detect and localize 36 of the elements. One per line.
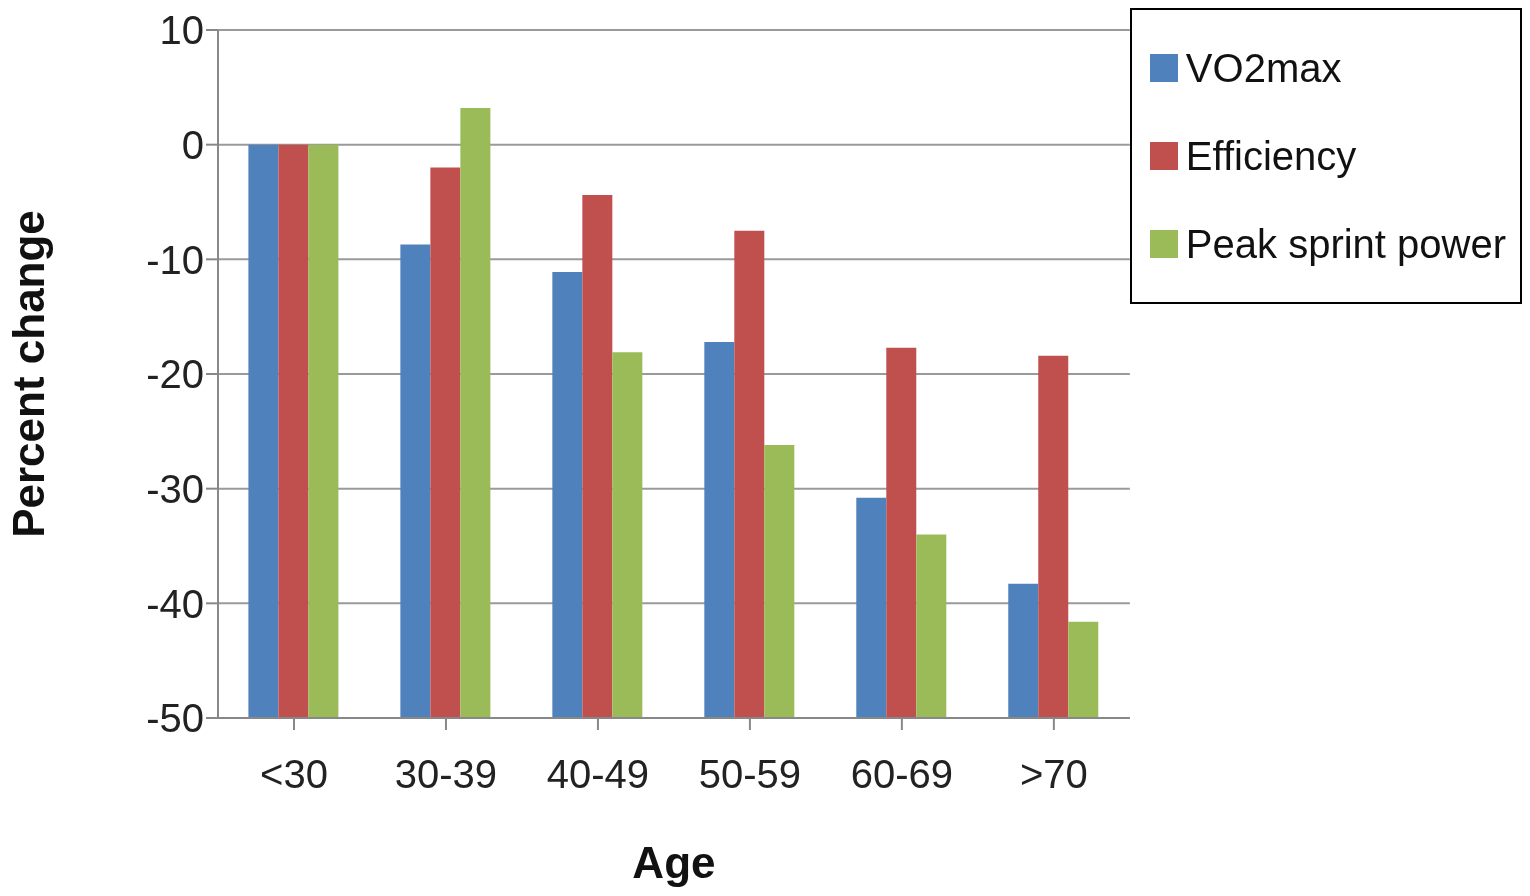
bar (1008, 583, 1039, 718)
x-tick-label: 40-49 (546, 752, 650, 797)
bar (916, 534, 947, 718)
y-tick-label: -10 (146, 237, 204, 282)
y-tick-label: -50 (146, 696, 204, 741)
legend-label: Peak sprint power (1185, 221, 1506, 268)
bar (856, 497, 887, 718)
bar (308, 144, 339, 718)
bar (460, 107, 491, 718)
bar (582, 195, 613, 718)
bar (734, 230, 765, 718)
x-tick-label: <30 (260, 752, 328, 797)
y-axis-title: Percent change (3, 210, 53, 538)
x-tick-label: 60-69 (850, 752, 954, 797)
legend-label: VO2max (1185, 45, 1342, 92)
x-tick-label: >70 (1019, 752, 1088, 797)
x-tick-label: 30-39 (394, 752, 498, 797)
bar (430, 167, 461, 718)
bar (400, 244, 431, 718)
bar (248, 144, 279, 718)
bar (552, 271, 583, 718)
x-axis-title: Age (632, 838, 716, 887)
bar (764, 445, 795, 718)
bar (612, 352, 643, 718)
y-tick-label: -40 (146, 581, 204, 626)
bar (886, 347, 917, 718)
legend-label: Efficiency (1185, 133, 1357, 180)
y-tick-label: 10 (159, 8, 204, 53)
bar (704, 341, 735, 718)
bar (1038, 355, 1069, 718)
y-tick-label: 0 (181, 122, 204, 167)
y-tick-label: -20 (146, 352, 204, 397)
bar (278, 144, 309, 718)
bar (1068, 621, 1099, 718)
y-tick-label: -30 (146, 466, 204, 511)
x-tick-label: 50-59 (698, 752, 802, 797)
